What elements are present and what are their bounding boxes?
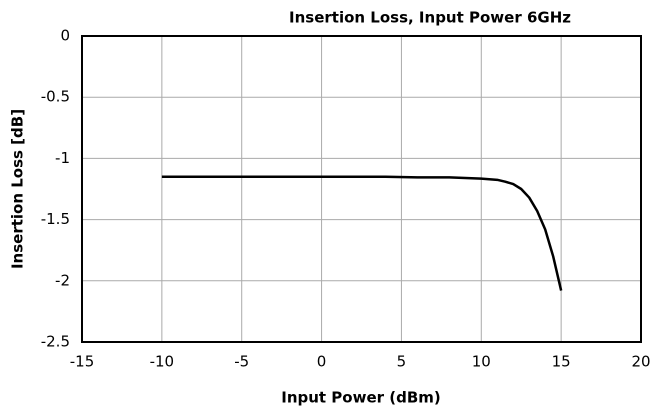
y-tick-label: -2.5 (41, 333, 70, 351)
x-tick-label: -5 (234, 353, 249, 371)
x-tick-label: -15 (70, 353, 95, 371)
y-tick-label: -1 (55, 149, 70, 167)
x-axis-label: Input Power (dBm) (281, 389, 441, 407)
chart-title: Insertion Loss, Input Power 6GHz (289, 9, 571, 27)
y-tick-label: 0 (60, 27, 70, 45)
x-tick-label: 5 (397, 353, 407, 371)
data-line (161, 175, 563, 291)
x-tick-label: 10 (472, 353, 491, 371)
y-tick-label: -0.5 (41, 88, 70, 106)
y-tick-label: -2 (55, 271, 70, 289)
y-tick-label: -1.5 (41, 210, 70, 228)
x-tick-label: 0 (317, 353, 327, 371)
x-tick-label: -10 (150, 353, 175, 371)
x-tick-label: 15 (552, 353, 571, 371)
x-tick-label: 20 (631, 353, 650, 371)
y-axis-label: Insertion Loss [dB] (9, 109, 27, 269)
plot-border (81, 35, 642, 343)
